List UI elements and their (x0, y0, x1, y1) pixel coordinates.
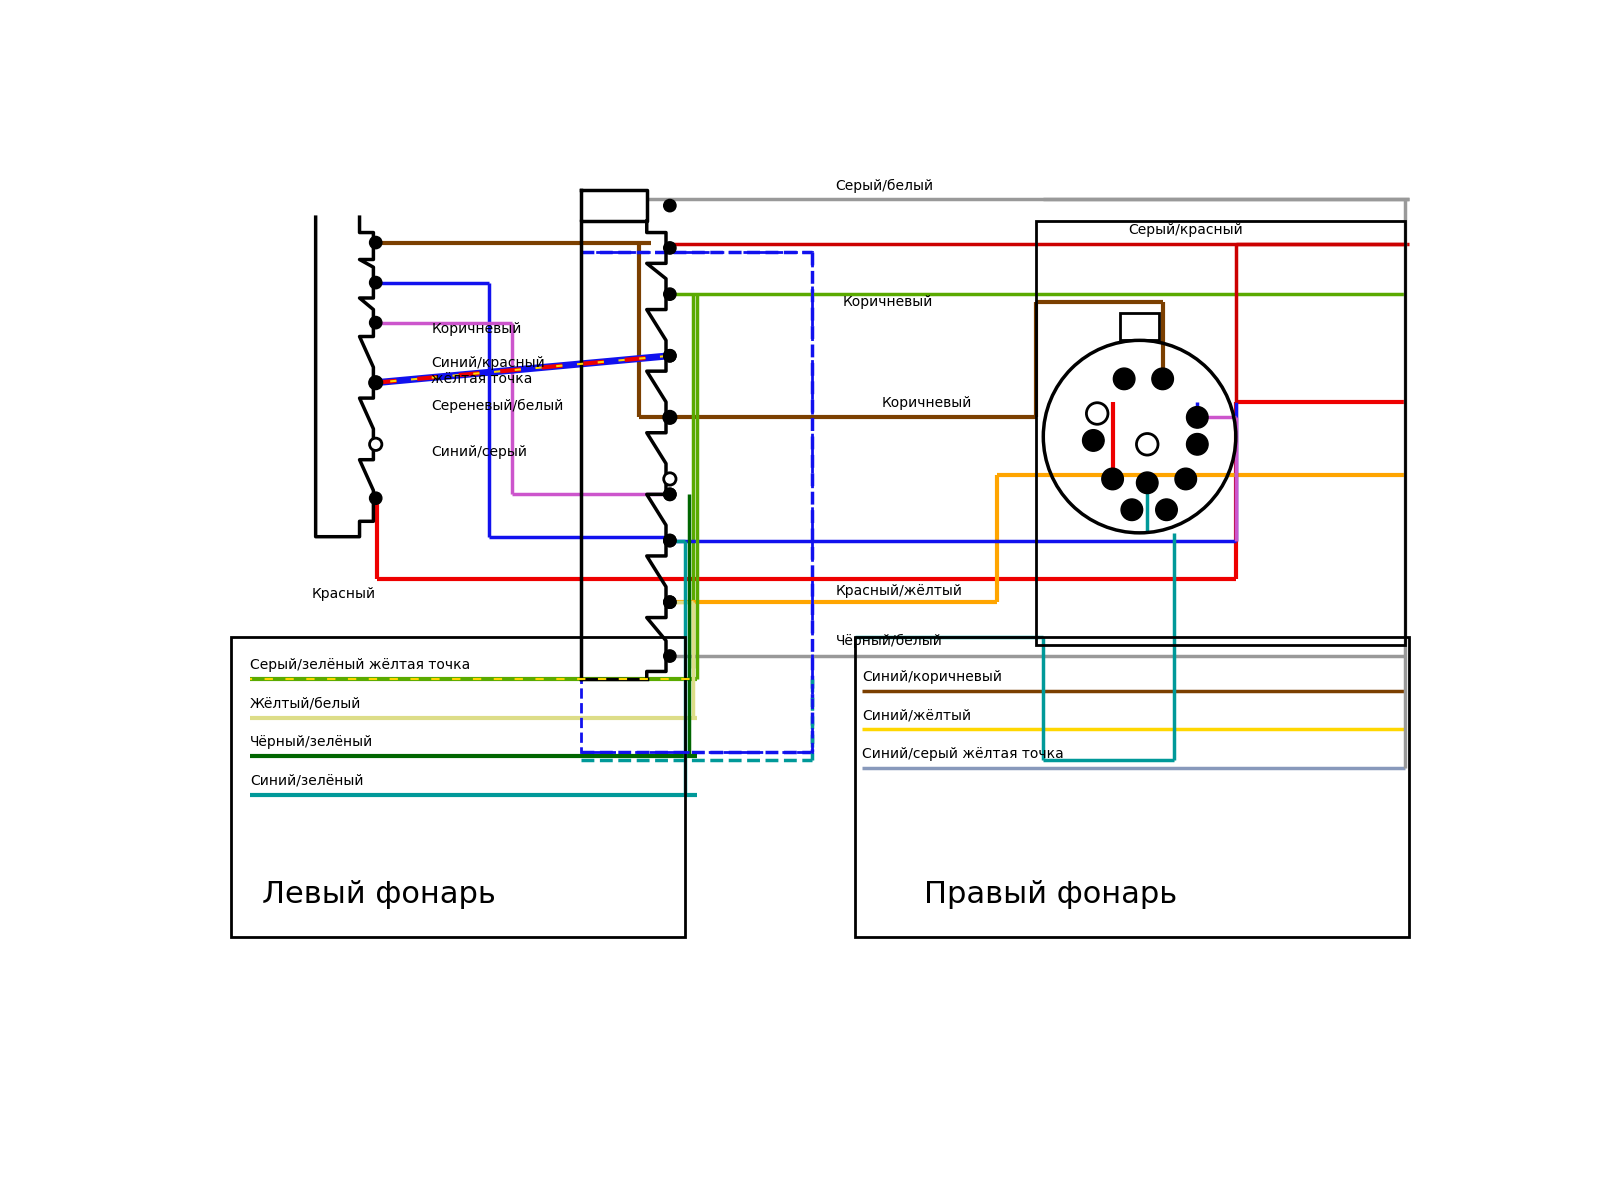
Text: Левый фонарь: Левый фонарь (262, 881, 496, 910)
Circle shape (1136, 472, 1158, 493)
Text: Коричневый: Коричневый (882, 396, 971, 410)
Circle shape (370, 377, 382, 389)
Circle shape (664, 199, 677, 211)
Text: Правый фонарь: Правый фонарь (923, 881, 1178, 910)
Circle shape (370, 438, 382, 450)
Circle shape (664, 650, 677, 662)
Text: Красный: Красный (312, 588, 376, 601)
Text: Серый/зелёный жёлтая точка: Серый/зелёный жёлтая точка (250, 659, 470, 672)
Circle shape (370, 276, 382, 289)
Bar (854, 637, 1410, 937)
Circle shape (664, 473, 677, 485)
Text: Синий/серый: Синий/серый (430, 445, 526, 458)
Circle shape (1122, 499, 1142, 521)
Text: Синий/зелёный: Синий/зелёный (250, 774, 363, 787)
Text: Синий/коричневый: Синий/коричневый (862, 670, 1002, 684)
Text: Серый/красный: Серый/красный (1128, 223, 1243, 238)
Circle shape (1152, 368, 1173, 390)
Circle shape (1187, 433, 1208, 455)
Circle shape (370, 377, 382, 389)
Text: Коричневый: Коричневый (430, 322, 522, 336)
Circle shape (1174, 468, 1197, 490)
Circle shape (1086, 403, 1107, 425)
Bar (230, 637, 685, 937)
Text: Чёрный/зелёный: Чёрный/зелёный (250, 736, 373, 749)
Circle shape (1102, 468, 1123, 490)
Text: Коричневый: Коричневый (843, 295, 933, 308)
Text: Красный/жёлтый: Красный/жёлтый (835, 583, 963, 598)
Circle shape (664, 412, 677, 424)
Text: Синий/серый жёлтая точка: Синий/серый жёлтая точка (862, 746, 1064, 761)
Text: Чёрный/белый: Чёрный/белый (835, 634, 942, 648)
Circle shape (1187, 407, 1208, 428)
Circle shape (1083, 430, 1104, 451)
Circle shape (664, 534, 677, 547)
Circle shape (664, 596, 677, 608)
Circle shape (370, 492, 382, 504)
Circle shape (1155, 499, 1178, 521)
Circle shape (664, 412, 677, 424)
Circle shape (1114, 368, 1134, 390)
Circle shape (664, 488, 677, 500)
Circle shape (664, 288, 677, 300)
Bar (1035, 221, 1405, 644)
Circle shape (664, 596, 677, 608)
Circle shape (664, 241, 677, 254)
Text: Серый/белый: Серый/белый (835, 179, 933, 193)
Circle shape (664, 349, 677, 362)
Text: Жёлтый/белый: Жёлтый/белый (250, 697, 362, 710)
Text: Сереневый/белый: Сереневый/белый (430, 398, 563, 413)
Bar (1120, 313, 1158, 341)
Circle shape (370, 317, 382, 329)
Circle shape (370, 236, 382, 248)
Circle shape (370, 377, 382, 389)
Circle shape (664, 349, 677, 362)
Circle shape (664, 534, 677, 547)
Circle shape (664, 488, 677, 500)
Text: Синий/жёлтый: Синий/жёлтый (862, 708, 971, 722)
Circle shape (1136, 433, 1158, 455)
Bar (581, 252, 813, 752)
Text: Синий/красный
жёлтая точка: Синий/красный жёлтая точка (430, 356, 546, 386)
